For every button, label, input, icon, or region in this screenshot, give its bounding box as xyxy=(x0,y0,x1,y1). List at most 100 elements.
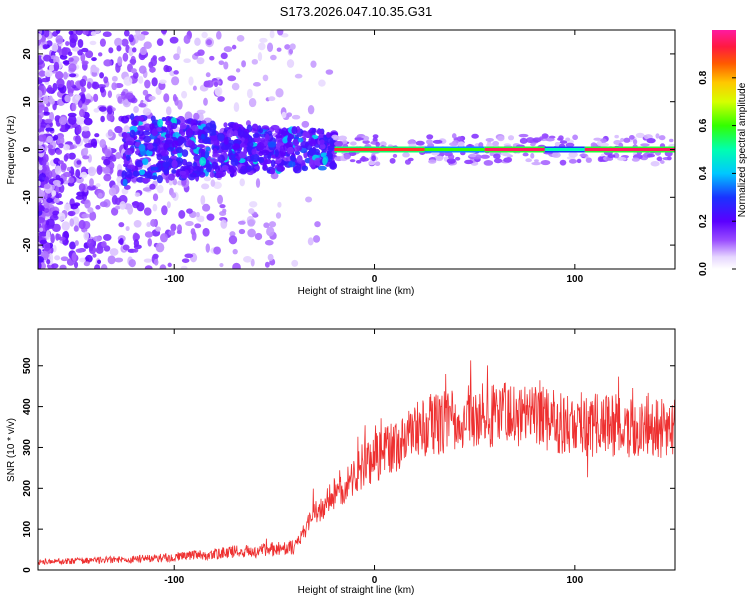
spectrogram-cell xyxy=(67,51,73,57)
spectrogram-cell xyxy=(231,82,240,91)
spectrogram-cell xyxy=(122,132,128,140)
spectrogram-cell xyxy=(286,112,293,118)
spectrogram-cell xyxy=(45,87,54,93)
spectrogram-cell xyxy=(219,204,226,209)
spectrogram-cell xyxy=(319,143,326,150)
spectrogram-cell xyxy=(146,222,151,228)
spectrogram-cell xyxy=(55,30,61,35)
spectrogram-cell xyxy=(197,49,205,56)
spectrogram-cell xyxy=(138,103,147,108)
spectrogram-cell xyxy=(329,138,334,146)
spectrogram-cell xyxy=(199,166,204,174)
spectrogram-cell xyxy=(212,123,217,131)
spectrogram-cell xyxy=(558,135,564,141)
snr-frame xyxy=(37,328,676,571)
spectrogram-cell xyxy=(142,158,149,166)
spectrogram-cell xyxy=(38,65,42,70)
spectrogram-cell xyxy=(250,153,260,163)
spectrogram-cell xyxy=(319,139,325,145)
spectrogram-cell xyxy=(402,152,410,158)
spectrogram-cell xyxy=(95,205,101,210)
spectrogram-cell xyxy=(74,240,79,246)
spectrogram-cell xyxy=(170,192,177,199)
spectrogram-cell xyxy=(232,248,238,255)
spectrogram-cell xyxy=(190,125,199,132)
spectrogram-cell xyxy=(156,153,163,161)
spectrogram-cell xyxy=(81,129,91,139)
spectrogram-cell xyxy=(203,97,208,106)
spectrogram-cell xyxy=(172,93,177,102)
spectrogram-cell xyxy=(192,85,197,91)
spectrogram-cell xyxy=(568,158,577,164)
spectrogram-cell xyxy=(131,201,140,206)
spectrogram-cell xyxy=(667,156,672,161)
spectrogram-cell xyxy=(374,161,381,167)
spectrogram-cell xyxy=(171,160,178,168)
snr-series-line xyxy=(38,360,675,566)
spectrogram-cell xyxy=(97,192,103,198)
spectrogram-cell xyxy=(669,138,674,143)
spectrogram-cell xyxy=(137,33,146,41)
spectrogram-cell xyxy=(444,151,453,157)
spectrogram-cell xyxy=(137,125,146,132)
spectrogram-cell xyxy=(73,225,79,232)
spectrogram-cell xyxy=(80,52,86,63)
spectrogram-cell xyxy=(193,112,200,121)
spectrogram-cell xyxy=(232,262,241,269)
spectrogram-cell xyxy=(99,201,108,208)
spectrogram-cell xyxy=(607,154,616,158)
spectrogram-cell xyxy=(338,135,348,141)
spectrogram-cell xyxy=(379,141,387,147)
spectrogram-cell xyxy=(199,156,207,166)
spectrogram-cell xyxy=(83,261,90,267)
spectrogram-cell xyxy=(142,107,152,116)
spectrogram-cell xyxy=(187,139,193,147)
spectrogram-cell xyxy=(96,259,102,264)
spectrogram-cell xyxy=(206,213,215,221)
spectrogram-cell xyxy=(133,248,139,253)
spectrogram-cell xyxy=(173,70,179,75)
spectrogram-cell xyxy=(631,157,640,162)
spectrogram-cell xyxy=(408,143,417,148)
spectrogram-cell xyxy=(104,148,112,158)
spectrogram-cell xyxy=(38,261,42,269)
spectrogram-cell xyxy=(87,166,97,177)
spectrogram-cell xyxy=(58,236,66,241)
spectrogram-cell xyxy=(132,170,140,177)
spectrogram-cell xyxy=(180,265,188,269)
snr-xtick-label: -100 xyxy=(164,575,184,586)
spectrogram-cell xyxy=(195,211,200,218)
spectrogram-cell xyxy=(269,30,275,39)
spectrogram-cell xyxy=(220,219,228,229)
spectrogram-cell xyxy=(81,126,90,132)
spectrogram-cell xyxy=(184,253,194,259)
spectrogram-cell xyxy=(119,201,126,210)
spectrogram-cell xyxy=(143,258,152,263)
spectrogram-cell xyxy=(99,72,104,79)
spectrogram-cell xyxy=(103,158,111,166)
spectrogram-cell xyxy=(640,143,650,147)
spectrogram-cell xyxy=(308,147,315,157)
spectrogram-cell xyxy=(212,153,221,158)
spectrogram-cell xyxy=(300,141,309,149)
spectrogram-cell xyxy=(62,171,72,178)
spectrogram-cell xyxy=(258,156,265,164)
spectrogram-cell xyxy=(221,164,229,171)
spectrogram-cell xyxy=(175,169,181,178)
spectrogram-cell xyxy=(53,134,59,141)
spectrogram-cell xyxy=(264,239,274,246)
spectrogram-cell xyxy=(133,244,142,250)
spectrogram-cell xyxy=(63,154,69,162)
spectrogram-cell xyxy=(103,76,109,84)
colorbar-tick-label: 0.4 xyxy=(698,166,709,180)
spectrogram-cell xyxy=(228,235,238,245)
spectrogram-ytick-label: 10 xyxy=(22,96,33,108)
spectrogram-cell xyxy=(518,133,529,138)
spectrogram-cell xyxy=(134,192,141,197)
spectrogram-cell xyxy=(158,56,166,62)
spectrogram-cell xyxy=(318,79,326,87)
spectrogram-cell xyxy=(47,144,54,149)
spectrogram-cell xyxy=(599,142,610,147)
spectrogram-cell xyxy=(143,207,152,216)
spectrogram-ytick-label: -10 xyxy=(22,190,33,205)
